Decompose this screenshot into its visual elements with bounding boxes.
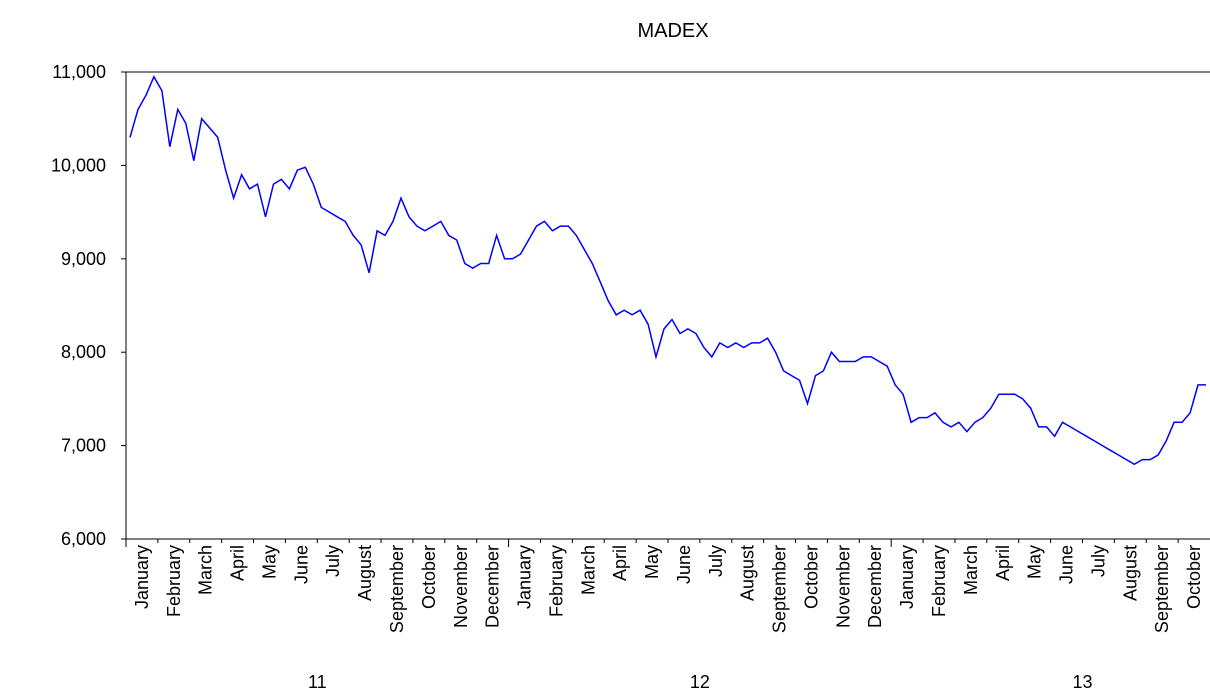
- chart-title: MADEX: [637, 20, 708, 42]
- x-tick-label: December: [865, 545, 885, 628]
- x-tick-label: April: [610, 545, 630, 581]
- x-tick-label: July: [323, 545, 343, 577]
- series-line: [129, 75, 1206, 466]
- x-tick-label: March: [961, 545, 981, 595]
- x-tick-label: March: [578, 545, 598, 595]
- year-label: 11: [308, 672, 327, 692]
- x-tick-label: June: [291, 545, 311, 584]
- x-tick-label: December: [483, 545, 503, 628]
- x-tick-label: June: [674, 545, 694, 584]
- x-tick-label: September: [387, 545, 407, 633]
- x-tick-label: May: [259, 545, 279, 579]
- year-label: 12: [690, 672, 710, 692]
- x-tick-label: January: [515, 545, 535, 609]
- x-tick-label: May: [642, 545, 662, 579]
- y-tick-label: 11,000: [52, 62, 106, 82]
- y-tick-label: 8,000: [61, 342, 106, 362]
- x-tick-label: January: [897, 545, 917, 609]
- x-tick-label: July: [706, 545, 726, 577]
- year-label: 13: [1072, 672, 1092, 692]
- x-tick-label: April: [993, 545, 1013, 581]
- y-tick-label: 6,000: [61, 529, 106, 549]
- x-tick-label: August: [1120, 545, 1140, 601]
- y-tick-label: 9,000: [61, 249, 106, 269]
- x-tick-label: October: [1184, 545, 1204, 609]
- x-tick-label: February: [164, 545, 184, 617]
- y-tick-label: 7,000: [61, 436, 106, 456]
- x-tick-label: November: [451, 545, 471, 628]
- x-tick-label: July: [1088, 545, 1108, 577]
- x-tick-label: April: [228, 545, 248, 581]
- x-tick-label: September: [770, 545, 790, 633]
- x-tick-label: October: [419, 545, 439, 609]
- x-tick-label: March: [196, 545, 216, 595]
- x-tick-label: August: [355, 545, 375, 601]
- x-tick-label: November: [833, 545, 853, 628]
- x-tick-label: October: [801, 545, 821, 609]
- x-tick-label: May: [1025, 545, 1045, 579]
- x-tick-label: August: [738, 545, 758, 601]
- x-tick-label: June: [1057, 545, 1077, 584]
- x-tick-label: February: [929, 545, 949, 617]
- x-tick-label: January: [132, 545, 152, 609]
- x-tick-label: September: [1152, 545, 1172, 633]
- y-tick-label: 10,000: [51, 155, 106, 175]
- x-tick-label: February: [546, 545, 566, 617]
